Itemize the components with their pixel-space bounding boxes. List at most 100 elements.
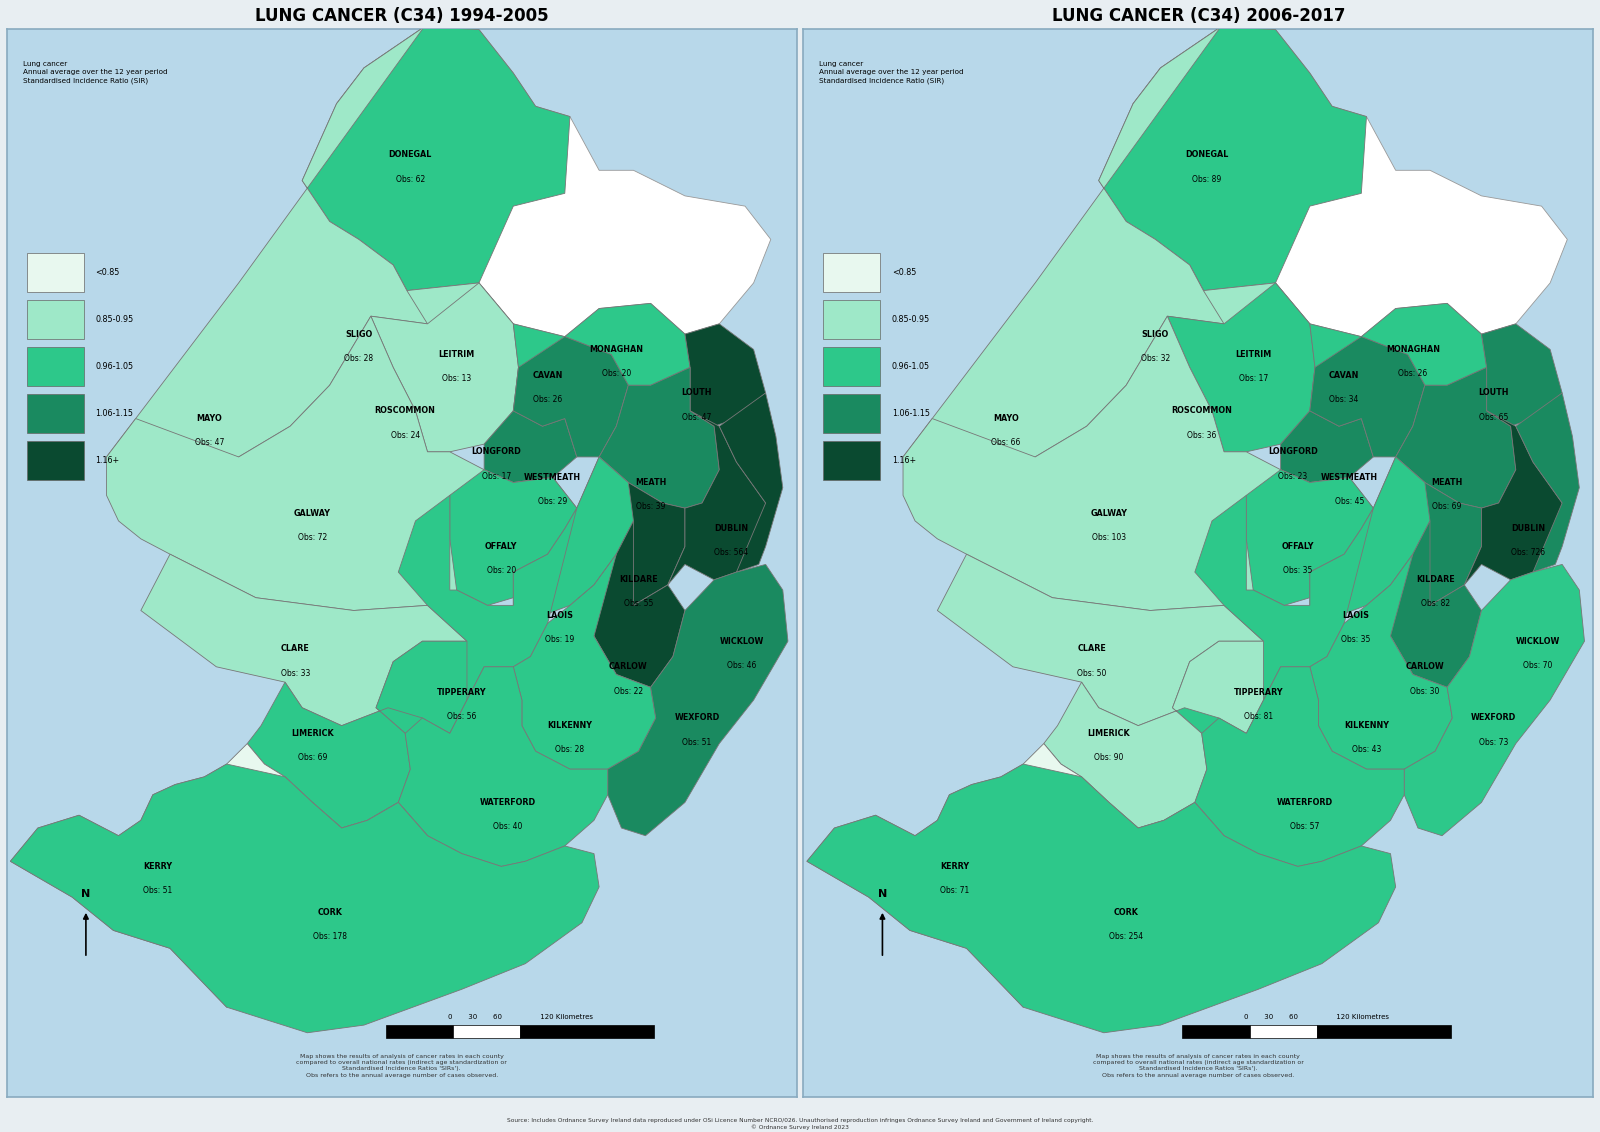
Text: <0.85: <0.85 — [96, 268, 120, 277]
Text: Obs: 28: Obs: 28 — [344, 354, 373, 362]
Text: Obs: 40: Obs: 40 — [493, 822, 523, 831]
Polygon shape — [376, 496, 578, 734]
Text: Obs: 26: Obs: 26 — [1398, 369, 1427, 378]
Text: MAYO: MAYO — [994, 414, 1019, 423]
Text: Map shows the results of analysis of cancer rates in each county
compared to ove: Map shows the results of analysis of can… — [1093, 1054, 1304, 1078]
Polygon shape — [1464, 411, 1562, 585]
Text: OFFALY: OFFALY — [485, 542, 517, 551]
Bar — [824, 348, 880, 386]
Text: WICKLOW: WICKLOW — [720, 636, 763, 645]
Text: LAOIS: LAOIS — [1342, 611, 1370, 620]
Polygon shape — [1246, 470, 1390, 606]
Polygon shape — [667, 411, 766, 585]
Polygon shape — [1173, 496, 1373, 734]
Text: OFFALY: OFFALY — [1282, 542, 1314, 551]
Text: Obs: 65: Obs: 65 — [1478, 413, 1509, 421]
Bar — [824, 254, 880, 292]
Text: Obs: 82: Obs: 82 — [1421, 600, 1450, 609]
Text: CLARE: CLARE — [282, 644, 310, 653]
Text: LEITRIM: LEITRIM — [1235, 350, 1272, 359]
Text: Obs: 103: Obs: 103 — [1091, 533, 1126, 542]
Text: CARLOW: CARLOW — [610, 662, 648, 671]
Text: TIPPERARY: TIPPERARY — [1234, 688, 1283, 697]
Text: Obs: 36: Obs: 36 — [1187, 430, 1216, 439]
Polygon shape — [1280, 411, 1373, 482]
Polygon shape — [10, 764, 598, 1032]
Text: ROSCOMMON: ROSCOMMON — [1171, 406, 1232, 415]
Text: Source: Includes Ordnance Survey Ireland data reproduced under OSi Licence Numbe: Source: Includes Ordnance Survey Ireland… — [507, 1117, 1093, 1130]
Polygon shape — [1099, 27, 1366, 291]
Text: CLARE: CLARE — [1077, 644, 1106, 653]
Text: KERRY: KERRY — [939, 861, 970, 871]
Text: GALWAY: GALWAY — [294, 508, 331, 517]
Polygon shape — [598, 368, 720, 508]
Text: Obs: 30: Obs: 30 — [1410, 686, 1440, 695]
Text: TIPPERARY: TIPPERARY — [437, 688, 486, 697]
Text: Obs: 90: Obs: 90 — [1094, 753, 1123, 762]
Text: SLIGO: SLIGO — [1142, 329, 1170, 338]
Polygon shape — [1043, 641, 1264, 827]
Text: LEITRIM: LEITRIM — [438, 350, 475, 359]
Text: Obs: 55: Obs: 55 — [624, 600, 653, 609]
Text: 0       30       60                 120 Kilometres: 0 30 60 120 Kilometres — [1245, 1014, 1389, 1020]
Polygon shape — [1195, 667, 1405, 866]
Text: Obs: 32: Obs: 32 — [1141, 354, 1170, 362]
Text: MEATH: MEATH — [1432, 478, 1462, 487]
Bar — [1182, 1026, 1250, 1038]
Polygon shape — [514, 324, 629, 427]
Text: Obs: 70: Obs: 70 — [1523, 661, 1554, 670]
Text: WATERFORD: WATERFORD — [1277, 798, 1333, 807]
Bar — [824, 394, 880, 432]
Text: Lung cancer
Annual average over the 12 year period
Standardised Incidence Ratio : Lung cancer Annual average over the 12 y… — [22, 61, 168, 84]
Text: Map shows the results of analysis of cancer rates in each county
compared to ove: Map shows the results of analysis of can… — [296, 1054, 507, 1078]
Text: LOUTH: LOUTH — [1478, 388, 1509, 397]
Bar — [27, 441, 83, 480]
Text: Obs: 24: Obs: 24 — [390, 430, 419, 439]
Polygon shape — [902, 27, 1224, 474]
Text: KILDARE: KILDARE — [1416, 575, 1454, 584]
Bar — [824, 300, 880, 338]
Text: 1.16+: 1.16+ — [96, 456, 120, 465]
Bar — [27, 348, 83, 386]
Text: KILKENNY: KILKENNY — [1344, 721, 1389, 730]
Text: 0.85-0.95: 0.85-0.95 — [891, 315, 930, 324]
Text: KERRY: KERRY — [144, 861, 173, 871]
Text: Obs: 34: Obs: 34 — [1330, 395, 1358, 404]
Text: 0.85-0.95: 0.85-0.95 — [96, 315, 134, 324]
Polygon shape — [107, 316, 594, 610]
Text: SLIGO: SLIGO — [346, 329, 373, 338]
Polygon shape — [1168, 283, 1315, 452]
Text: 1.06-1.15: 1.06-1.15 — [96, 409, 133, 418]
Text: WEXFORD: WEXFORD — [1470, 713, 1517, 722]
Polygon shape — [1310, 336, 1426, 457]
Polygon shape — [406, 283, 518, 398]
Text: 0       30       60                 120 Kilometres: 0 30 60 120 Kilometres — [448, 1014, 592, 1020]
Polygon shape — [685, 324, 766, 427]
Text: Obs: 23: Obs: 23 — [1278, 472, 1307, 480]
Text: WICKLOW: WICKLOW — [1515, 636, 1560, 645]
Text: MONAGHAN: MONAGHAN — [589, 345, 643, 354]
Text: CORK: CORK — [1114, 908, 1139, 917]
Polygon shape — [514, 336, 629, 457]
Polygon shape — [485, 411, 578, 482]
Text: GALWAY: GALWAY — [1091, 508, 1128, 517]
Text: Obs: 66: Obs: 66 — [992, 438, 1021, 447]
Polygon shape — [248, 641, 467, 827]
Text: DONEGAL: DONEGAL — [389, 151, 432, 160]
Text: Obs: 35: Obs: 35 — [1341, 635, 1371, 644]
Text: KILKENNY: KILKENNY — [547, 721, 592, 730]
Polygon shape — [1482, 324, 1562, 427]
Text: Obs: 73: Obs: 73 — [1478, 738, 1509, 747]
Polygon shape — [1515, 393, 1579, 572]
Polygon shape — [1390, 521, 1482, 687]
Text: CAVAN: CAVAN — [533, 370, 563, 379]
Polygon shape — [594, 521, 685, 687]
Text: Obs: 254: Obs: 254 — [1109, 932, 1144, 941]
Polygon shape — [578, 457, 685, 610]
Text: WEXFORD: WEXFORD — [674, 713, 720, 722]
Text: LONGFORD: LONGFORD — [1267, 447, 1317, 456]
Text: 1.16+: 1.16+ — [891, 456, 917, 465]
Text: KILDARE: KILDARE — [619, 575, 658, 584]
Text: Obs: 89: Obs: 89 — [1192, 174, 1221, 183]
Polygon shape — [1362, 303, 1486, 385]
